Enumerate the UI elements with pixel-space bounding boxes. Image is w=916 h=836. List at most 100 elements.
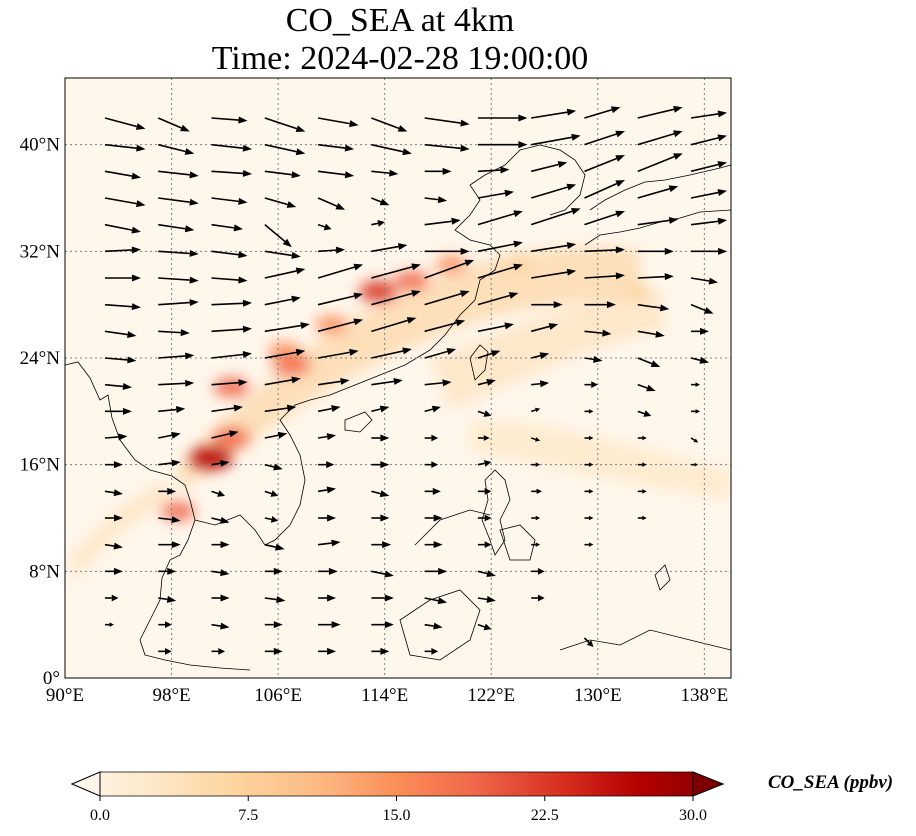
lat-tick-label: 16°N [20,455,61,476]
wind-arrow [317,377,350,386]
wind-arrow [158,647,172,655]
wind-arrow [104,542,123,550]
wind-arrow [637,130,683,146]
wind-arrow [477,435,490,441]
wind-arrow [424,622,443,630]
wind-arrow [371,219,385,227]
wind-arrow [584,106,621,119]
wind-arrow [371,117,408,132]
wind-arrow [371,541,392,549]
wind-arrow [264,431,288,439]
wind-arrow [584,130,625,146]
wind-arrow [531,301,563,309]
wind-arrow [104,514,123,522]
lon-tick-label: 106°E [254,685,302,706]
wind-arrow [691,409,701,414]
wind-arrow [104,197,146,208]
wind-arrow [424,290,470,306]
wind-arrow [211,223,244,232]
wind-arrow [477,350,501,359]
wind-arrow [104,407,132,415]
plume-hotspot [624,283,651,299]
wind-arrow [371,197,390,206]
wind-arrow [584,355,603,363]
wind-arrow [317,223,332,231]
wind-arrow [477,459,492,467]
wind-arrow [477,292,519,306]
wind-arrow [531,515,541,521]
wind-arrow [317,170,355,179]
wind-arrow [317,433,337,441]
wind-arrow [158,249,199,257]
wind-arrow [691,462,699,467]
gridlines [65,78,731,678]
wind-arrow [477,378,496,386]
wind-arrow [264,543,285,551]
wind-arrow [318,514,337,522]
plot-title-line-1: CO_SEA at 4km [285,2,515,39]
wind-arrow [584,409,594,414]
wind-arrow [584,180,625,199]
wind-arrow [158,567,177,575]
wind-arrow [264,170,301,179]
wind-arrow [158,487,177,495]
wind-arrow [690,217,728,226]
wind-arrow [424,117,470,127]
wind-arrow [317,348,359,359]
colorbar-tick-label: 15.0 [383,807,411,824]
wind-arrow [477,263,523,279]
colorbar: 0.0 7.5 15.0 22.5 30.0 CO_SEA (ppbv) [70,771,893,824]
wind-arrow [477,595,496,603]
wind-arrow [371,405,390,413]
wind-arrow [531,242,577,253]
lat-tick-label: 32°N [20,241,61,262]
colorbar-title: CO_SEA (ppbv) [768,772,893,793]
wind-arrow [104,117,146,130]
wind-arrow [424,348,457,359]
colorbar-bar [70,771,725,797]
wind-arrow [317,318,364,333]
wind-arrow [264,197,297,208]
wind-arrow [530,323,559,333]
wind-arrow [264,143,306,156]
plot-title-line-2: Time: 2024-02-28 19:00:00 [211,40,589,77]
wind-arrow [424,319,466,333]
lon-tick-label: 90°E [46,685,84,706]
wind-arrow [264,117,306,132]
wind-arrow [531,488,542,495]
wind-arrow [104,594,119,602]
wind-arrow [158,143,195,155]
lon-tick-label: 114°E [361,685,408,706]
wind-arrow [211,325,253,333]
wind-arrow [158,406,186,414]
wind-arrow [211,622,230,630]
wind-arrow [424,597,448,605]
wind-arrow [211,647,226,655]
wind-arrow [424,379,452,387]
wind-arrow [211,594,230,602]
wind-arrow [104,330,137,339]
wind-arrow [158,197,199,206]
wind-arrow [158,541,181,549]
wind-arrow [264,567,283,575]
wind-arrow [371,143,412,156]
wind-arrow [211,169,253,177]
wind-arrow [211,197,248,205]
wind-arrow [424,647,439,655]
wind-arrow [264,295,301,306]
plume-hotspot [394,271,429,291]
wind-arrow [477,541,492,549]
wind-arrow [264,515,279,523]
lat-tick-label: 0° [43,668,60,689]
wind-arrow [424,259,475,279]
wind-arrow [530,437,541,442]
wind-arrow [371,514,390,522]
wind-arrow [157,117,190,132]
wind-arrow [691,247,728,255]
wind-arrow [424,541,443,549]
wind-arrow [211,569,230,577]
wind-arrow [691,327,710,335]
wind-arrow [477,570,496,578]
wind-arrow [158,516,181,524]
wind-arrow [264,224,292,248]
